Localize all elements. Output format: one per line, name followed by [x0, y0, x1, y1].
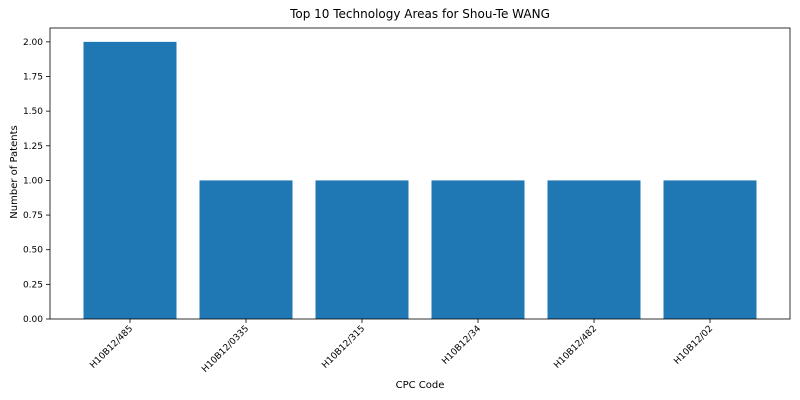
y-tick-label: 0.75 — [23, 211, 43, 221]
y-tick-label: 2.00 — [23, 38, 43, 48]
bar-h10b12-485 — [84, 42, 177, 319]
y-tick-label: 1.00 — [23, 176, 43, 186]
y-tick-label: 0.00 — [23, 315, 43, 325]
y-tick-label: 0.25 — [23, 280, 43, 290]
x-axis-label: CPC Code — [396, 380, 445, 391]
y-tick-label: 0.50 — [23, 246, 43, 256]
y-axis-label: Number of Patents — [9, 125, 20, 218]
chart-title: Top 10 Technology Areas for Shou-Te WANG — [289, 7, 550, 21]
y-tick-label: 1.75 — [23, 73, 43, 83]
y-tick-label: 1.50 — [23, 107, 43, 117]
bar-h10b12-315 — [316, 180, 409, 319]
bar-h10b12-482 — [548, 180, 641, 319]
y-tick-label: 1.25 — [23, 142, 43, 152]
bar-h10b12-02 — [664, 180, 757, 319]
bar-h10b12-0335 — [200, 180, 293, 319]
bar-h10b12-34 — [432, 180, 525, 319]
